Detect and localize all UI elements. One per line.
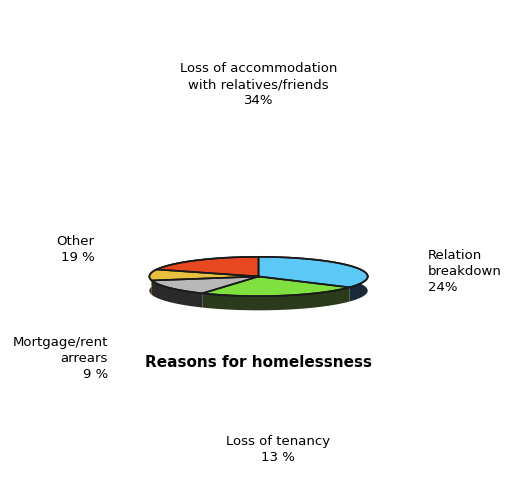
Polygon shape: [152, 277, 259, 294]
Polygon shape: [152, 281, 202, 308]
Text: Mortgage/rent
arrears
9 %: Mortgage/rent arrears 9 %: [12, 336, 108, 381]
Text: Relation
breakdown
24%: Relation breakdown 24%: [428, 249, 502, 294]
Polygon shape: [150, 269, 259, 281]
Polygon shape: [157, 257, 259, 277]
Text: Loss of tenancy
13 %: Loss of tenancy 13 %: [226, 435, 330, 464]
Text: Reasons for homelessness: Reasons for homelessness: [145, 355, 372, 370]
Polygon shape: [157, 257, 259, 283]
Polygon shape: [259, 257, 368, 302]
Polygon shape: [202, 287, 349, 310]
Polygon shape: [259, 257, 368, 287]
Text: Other
19 %: Other 19 %: [57, 235, 95, 264]
Polygon shape: [202, 277, 349, 296]
Text: Loss of accommodation
with relatives/friends
34%: Loss of accommodation with relatives/fri…: [180, 62, 337, 107]
Polygon shape: [150, 269, 157, 295]
